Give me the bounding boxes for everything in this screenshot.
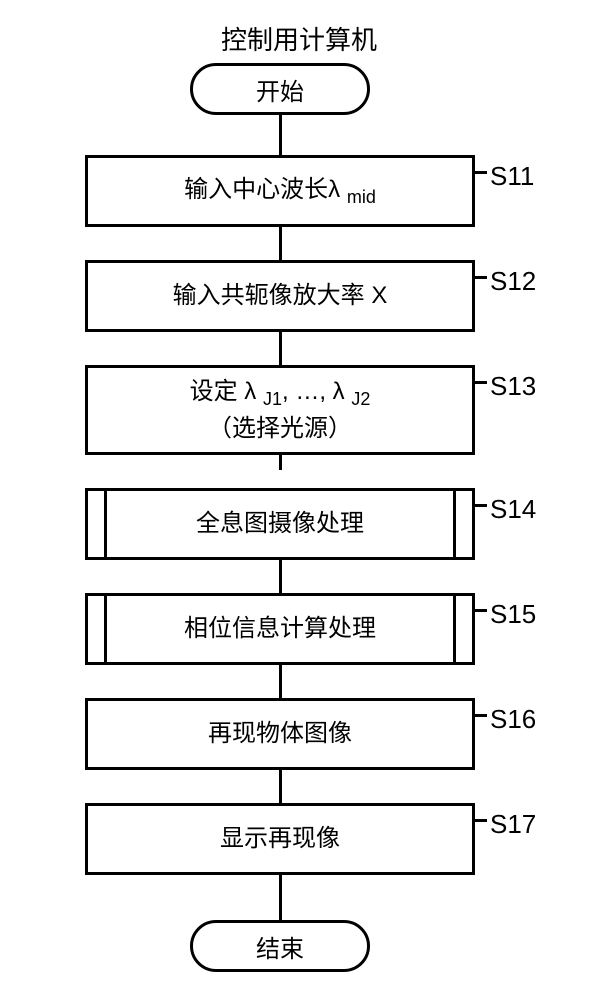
process-s15: 相位信息计算处理 — [85, 593, 475, 665]
terminator-end: 结束 — [190, 920, 370, 972]
predefined-stripe-left — [104, 491, 107, 557]
diagram-title: 控制用计算机 — [0, 20, 598, 57]
process-text: 显示再现像 — [220, 822, 340, 856]
process-s14: 全息图摄像处理 — [85, 488, 475, 560]
process-text: 输入共轭像放大率 X — [173, 279, 388, 313]
label-hook — [475, 714, 487, 717]
step-label-s16: S16 — [490, 704, 536, 735]
step-label-s11: S11 — [490, 161, 534, 192]
process-text: 设定 λ J1, …, λ J2（选择光源） — [190, 375, 371, 446]
connector-line — [279, 770, 282, 803]
label-hook — [475, 609, 487, 612]
process-s16: 再现物体图像 — [85, 698, 475, 770]
step-label-s17: S17 — [490, 809, 536, 840]
connector-line — [279, 665, 282, 698]
flowchart-canvas: 控制用计算机开始结束 输入中心波长λ mid S11 输入共轭像放大率 X S12 设定 … — [0, 0, 598, 1000]
label-hook — [475, 276, 487, 279]
connector-line — [279, 875, 282, 920]
step-label-s15: S15 — [490, 599, 536, 630]
step-label-s14: S14 — [490, 494, 536, 525]
process-text: 全息图摄像处理 — [196, 507, 364, 541]
connector-line — [279, 227, 282, 260]
predefined-stripe-left — [104, 596, 107, 662]
process-s12: 输入共轭像放大率 X — [85, 260, 475, 332]
process-text: 相位信息计算处理 — [184, 612, 376, 646]
label-hook — [475, 504, 487, 507]
label-hook — [475, 381, 487, 384]
connector-line — [279, 115, 282, 155]
process-s13: 设定 λ J1, …, λ J2（选择光源） — [85, 365, 475, 455]
process-text: 再现物体图像 — [208, 717, 352, 751]
label-hook — [475, 171, 487, 174]
process-s17: 显示再现像 — [85, 803, 475, 875]
step-label-s12: S12 — [490, 266, 536, 297]
process-text: 输入中心波长λ mid — [184, 173, 376, 210]
label-hook — [475, 819, 487, 822]
predefined-stripe-right — [453, 491, 456, 557]
predefined-stripe-right — [453, 596, 456, 662]
terminator-start: 开始 — [190, 63, 370, 115]
connector-line — [279, 560, 282, 593]
connector-line — [279, 332, 282, 365]
step-label-s13: S13 — [490, 371, 536, 402]
process-s11: 输入中心波长λ mid — [85, 155, 475, 227]
